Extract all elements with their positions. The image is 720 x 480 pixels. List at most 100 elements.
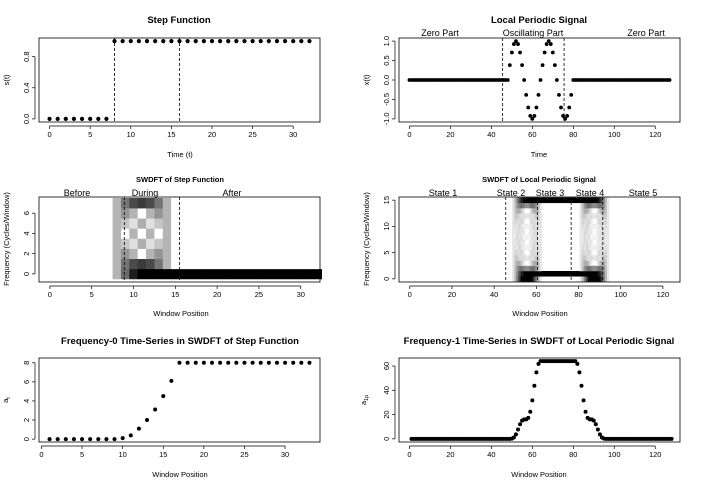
- p2-point: [534, 105, 539, 110]
- p4-heat-cell: [596, 260, 599, 267]
- p1-x-tick-label: 0: [47, 130, 51, 139]
- p3-heat-cell: [229, 268, 239, 280]
- p5-ylabel: at: [1, 397, 12, 403]
- p5-point: [128, 433, 133, 438]
- p3-heat-cell: [212, 208, 222, 219]
- p3-heat-cell: [87, 258, 97, 270]
- p5-point: [185, 360, 190, 365]
- p4-heat-cell: [588, 218, 591, 225]
- p3-heat-cell: [112, 248, 122, 260]
- p3-heat-cell: [137, 258, 147, 270]
- p5-point: [234, 360, 239, 365]
- p4-heat-cell: [579, 265, 582, 272]
- p3-heat-cell: [129, 248, 138, 260]
- p3-heat-cell: [112, 218, 122, 229]
- p6-x-tick-label: 40: [487, 450, 495, 459]
- p4-heat-cell: [579, 229, 582, 235]
- p4-heat-cell: [581, 244, 585, 251]
- p4-heat-cell: [604, 276, 608, 282]
- p2-y-tick-label: 0.5: [382, 55, 391, 65]
- p3-heat-cell: [246, 218, 256, 229]
- p3-heat-cell: [229, 238, 239, 249]
- p4-heat-cell: [598, 239, 601, 246]
- p4-heat-cell: [607, 255, 610, 261]
- p5-title: Frequency-0 Time-Series in SWDFT of Step…: [61, 336, 299, 347]
- p3-y-tick-label: 6: [22, 211, 31, 215]
- p4-heat-cell: [522, 213, 526, 219]
- p1-point: [55, 116, 60, 121]
- p6-point: [513, 432, 518, 437]
- p4-heat-cell: [526, 213, 530, 219]
- p4-heat-cell: [590, 208, 593, 214]
- p4-heat-cell: [588, 260, 591, 267]
- p4-heat-cell: [522, 239, 526, 246]
- p4-heat-cell: [581, 202, 585, 209]
- p3-heat-cell: [288, 238, 297, 249]
- p6-point: [534, 370, 539, 375]
- p3-heat-cell: [104, 258, 113, 270]
- p4-heat-cell: [607, 276, 610, 282]
- p3-heat-cell: [212, 218, 222, 229]
- p4-heat-cell: [607, 213, 610, 219]
- p5-x-tick-label: 10: [118, 450, 126, 459]
- p4-heat-cell: [537, 265, 540, 272]
- p4-heat-cell: [514, 202, 517, 209]
- p5-point: [242, 360, 247, 365]
- p2-x-tick-label: 60: [528, 130, 536, 139]
- p3-heat-cell: [79, 198, 88, 209]
- p4-heat-cell: [594, 213, 597, 219]
- p4-heat-cell: [516, 223, 519, 230]
- p4-heat-cell: [594, 265, 597, 272]
- p3-heat-cell: [279, 248, 289, 260]
- p4-heat-cell: [516, 265, 519, 272]
- p2-frame: [398, 37, 681, 123]
- p4-heat-cell: [604, 270, 608, 277]
- p4-heat-cell: [524, 213, 528, 219]
- p4-heat-cell: [583, 223, 587, 230]
- p3-heat-cell: [62, 268, 72, 280]
- p4-heat-cell: [583, 202, 587, 209]
- p3-heat-cell: [129, 198, 138, 209]
- p4-heat-cell: [571, 197, 574, 204]
- p1-x-tick-label: 20: [208, 130, 216, 139]
- p2-point: [544, 42, 549, 46]
- p4-heat-cell: [604, 213, 608, 219]
- p2-point: [522, 78, 527, 82]
- p4-heat-cell: [531, 276, 534, 282]
- p3-heat-cell: [162, 258, 172, 270]
- p3-heat-cell: [120, 258, 130, 270]
- p3-heat-cell: [263, 268, 272, 280]
- p4-heat-cell: [575, 270, 578, 277]
- p4-heat-cell: [531, 249, 534, 256]
- p4-heat-cell: [585, 244, 589, 251]
- p4-heat-cell: [596, 270, 599, 277]
- p4-heat-cell: [528, 249, 532, 256]
- p4-y-tick-label: 0: [382, 277, 391, 281]
- p3-heat-cell: [254, 238, 264, 249]
- p3-heat-cell: [95, 238, 105, 249]
- p2-x-tick-label: 40: [487, 130, 495, 139]
- p4-heat-cell: [607, 223, 610, 230]
- p4-heat-cell: [518, 202, 521, 209]
- p3-heat-cell: [179, 238, 189, 249]
- p4-heat-cell: [588, 223, 591, 230]
- p2-annotation: Zero Part: [627, 28, 665, 38]
- p4-heat-cell: [531, 197, 534, 204]
- p4-heat-cell: [514, 276, 517, 282]
- p3-heat-cell: [87, 198, 97, 209]
- p3-heat-cell: [246, 258, 256, 270]
- p2-y-tick-label: 0.0: [382, 75, 391, 85]
- p1-point: [193, 39, 198, 44]
- p4-heat-cell: [598, 234, 601, 240]
- p4-heat-cell: [581, 234, 585, 240]
- p3-heat-cell: [70, 228, 80, 239]
- p3-heat-cell: [229, 228, 239, 239]
- p3-heat-cell: [254, 228, 264, 239]
- p4-x-tick-label: 80: [574, 290, 582, 299]
- p4-heat-cell: [581, 260, 585, 267]
- p3-heat-cell: [45, 208, 55, 219]
- p3-heat-cell: [70, 268, 80, 280]
- p4-heat-cell: [602, 255, 606, 261]
- p4-title: SWDFT of Local Periodic Signal: [482, 175, 596, 184]
- p4-heat-cell: [550, 197, 553, 204]
